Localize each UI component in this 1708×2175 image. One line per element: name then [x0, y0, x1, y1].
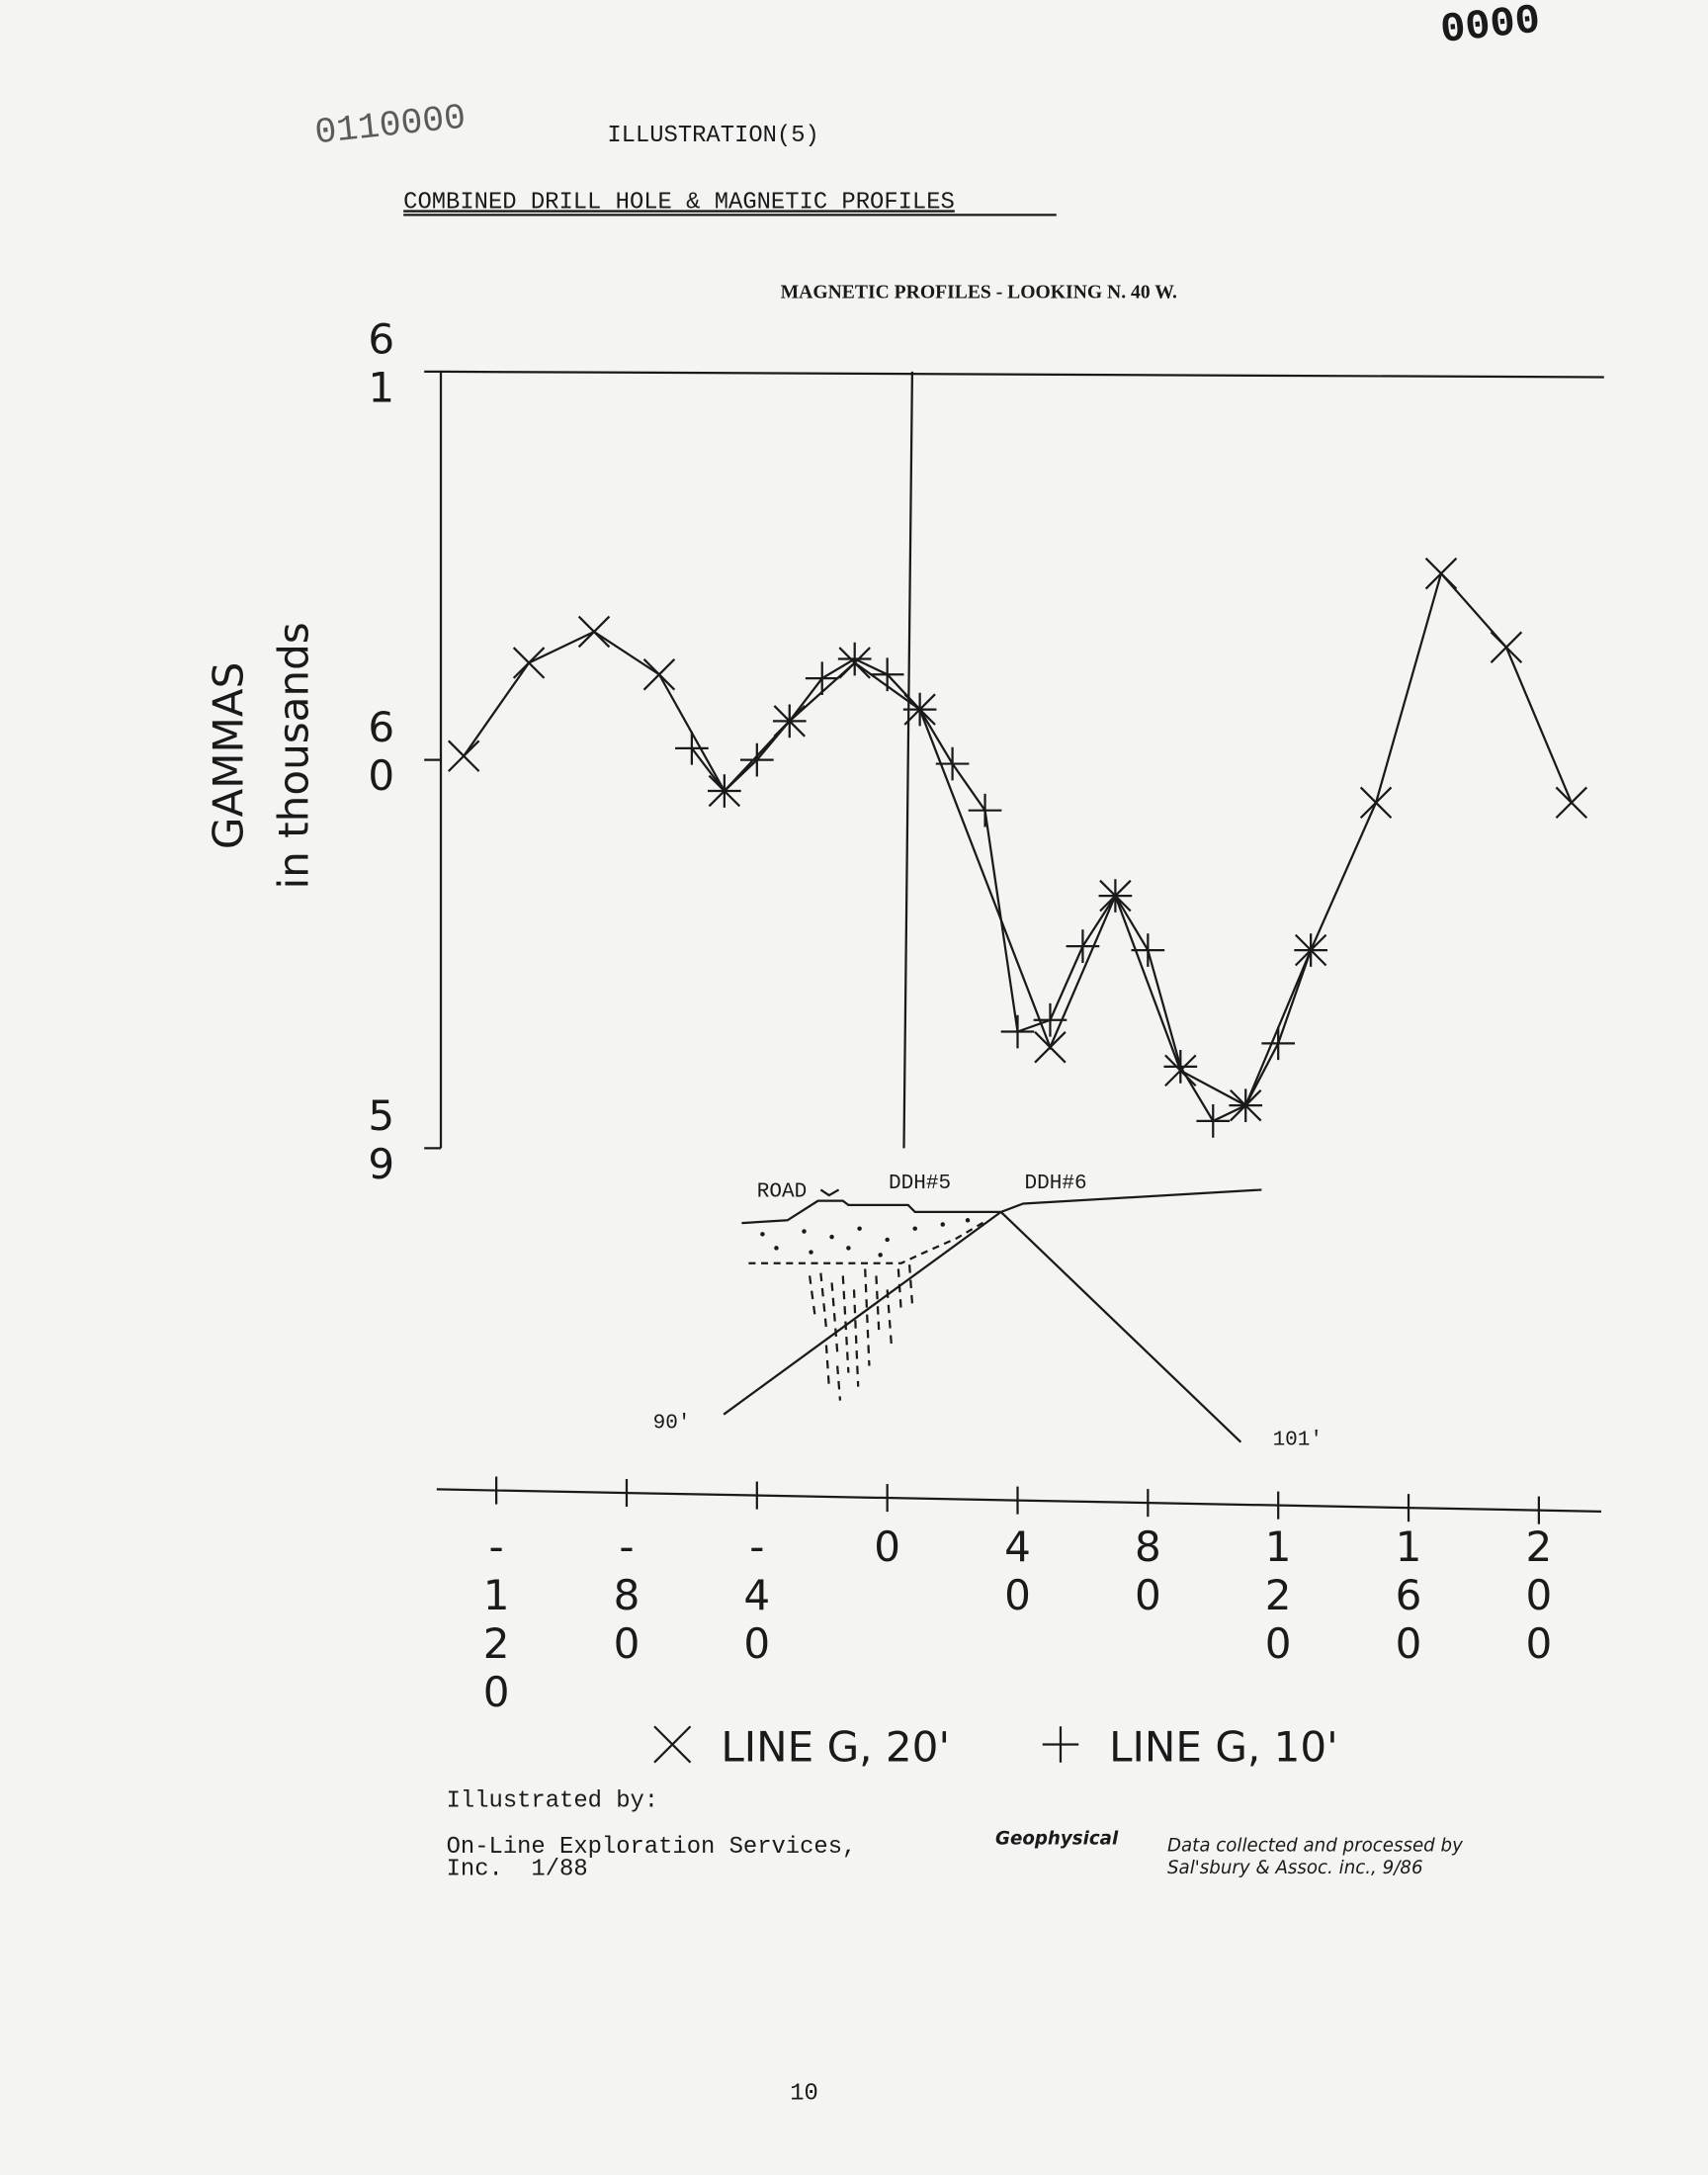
plus-marker: [739, 742, 774, 777]
x-marker: [1424, 557, 1458, 590]
plus-marker: [870, 657, 904, 692]
drill-hole-101: [999, 1211, 1242, 1443]
annotation: ROAD: [757, 1179, 807, 1203]
plus-marker: [1131, 933, 1165, 967]
y-tick-label: 59: [357, 1091, 405, 1188]
x-tick-label: 80: [1124, 1522, 1172, 1619]
x-marker: [1490, 631, 1523, 663]
annotation: DDH#5: [889, 1172, 951, 1195]
x-marker: [642, 658, 676, 691]
plus-marker: [675, 732, 709, 765]
drill-hole-90: [723, 1210, 1002, 1416]
plus-marker: [1163, 1050, 1198, 1084]
gravel-dots: [760, 1218, 971, 1258]
plus-marker: [805, 661, 839, 695]
plus-marker: [1066, 929, 1100, 963]
plus-marker: [1261, 1026, 1296, 1061]
x-tick-label: 200: [1514, 1522, 1563, 1668]
y-tick-label: 60: [357, 703, 405, 800]
x-marker: [512, 647, 546, 679]
y-axis-label: GAMMAS: [204, 662, 252, 849]
plus-marker: [1229, 1088, 1263, 1122]
x-axis: [436, 1488, 1602, 1513]
plus-marker: [708, 774, 741, 808]
x-tick-label: 0: [863, 1522, 911, 1571]
plus-marker: [1000, 1014, 1035, 1049]
annotation: 101': [1273, 1429, 1323, 1452]
plus-marker: [1033, 1002, 1068, 1037]
plus-marker: [902, 692, 937, 727]
y-axis-sublabel: in thousands: [269, 622, 317, 889]
x-tick-label: 40: [993, 1522, 1042, 1619]
legend-label: LINE G, 20': [721, 1722, 950, 1771]
credit-line: Inc. 1/88: [447, 1856, 588, 1882]
reference-line: [902, 371, 914, 1149]
credit-line: Illustrated by:: [447, 1788, 658, 1815]
x-marker: [653, 1725, 692, 1764]
plus-marker: [1042, 1726, 1079, 1763]
legend-label: LINE G, 10': [1109, 1722, 1338, 1771]
x-tick-label: -40: [732, 1522, 781, 1668]
x-marker: [1359, 786, 1393, 820]
x-marker: [577, 615, 611, 649]
chart-title: MAGNETIC PROFILES - LOOKING N. 40 W.: [781, 283, 1177, 304]
y-tick-label: 61: [357, 314, 405, 411]
credit-line: Sal'sbury & Assoc. inc., 9/86: [1167, 1858, 1423, 1878]
x-tick-label: 120: [1254, 1522, 1303, 1668]
credit-line: Geophysical: [995, 1828, 1119, 1849]
heading: ILLUSTRATION(5): [607, 123, 818, 149]
top-frame: [441, 370, 1604, 379]
plus-marker: [837, 642, 872, 676]
page-number: 10: [790, 2081, 818, 2108]
vein-zone: [809, 1264, 914, 1401]
x-tick-label: 160: [1385, 1522, 1433, 1668]
cross-section: [723, 1188, 1262, 1443]
credit-line: Data collected and processed by: [1167, 1835, 1463, 1856]
x-tick-label: -120: [472, 1522, 521, 1716]
x-marker: [447, 740, 480, 772]
plus-marker: [1098, 879, 1133, 913]
credit-line: On-Line Exploration Services,: [447, 1834, 857, 1861]
ground-line: [741, 1188, 1262, 1225]
series-line: [691, 657, 1313, 1123]
plus-marker: [1196, 1104, 1231, 1138]
annotation: 90': [653, 1412, 691, 1436]
overburden-base: [748, 1219, 988, 1264]
road-arrow: [819, 1188, 840, 1197]
x-tick-label: -80: [602, 1522, 650, 1668]
plus-marker: [1294, 933, 1327, 967]
corner-stamp: 0000: [1438, 0, 1542, 54]
plus-marker: [935, 746, 970, 781]
x-marker: [1034, 1031, 1067, 1064]
plus-marker: [968, 793, 1002, 827]
page-title: COMBINED DRILL HOLE & MAGNETIC PROFILES: [403, 189, 955, 216]
plus-marker: [772, 704, 807, 739]
x-marker: [1555, 786, 1588, 820]
annotation: DDH#6: [1025, 1172, 1087, 1195]
